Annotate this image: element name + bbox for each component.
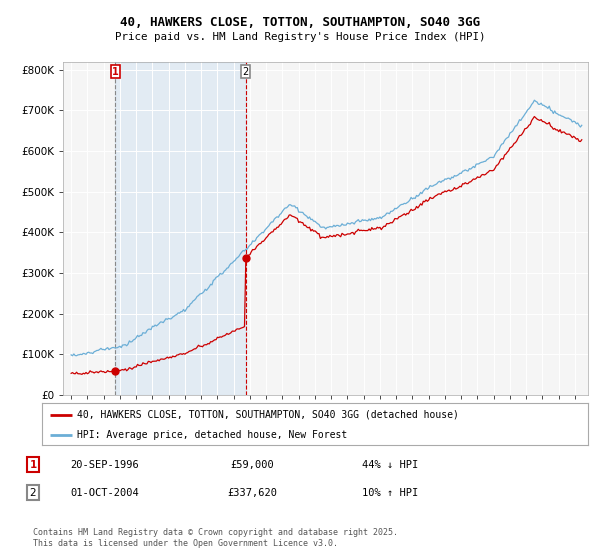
Bar (115, 62, 246, 395)
Text: £59,000: £59,000 (230, 460, 274, 470)
Text: 40, HAWKERS CLOSE, TOTTON, SOUTHAMPTON, SO40 3GG: 40, HAWKERS CLOSE, TOTTON, SOUTHAMPTON, … (120, 16, 480, 29)
Text: 2: 2 (243, 67, 249, 77)
Text: 40, HAWKERS CLOSE, TOTTON, SOUTHAMPTON, SO40 3GG (detached house): 40, HAWKERS CLOSE, TOTTON, SOUTHAMPTON, … (77, 409, 460, 419)
Text: HPI: Average price, detached house, New Forest: HPI: Average price, detached house, New … (77, 430, 348, 440)
Text: 44% ↓ HPI: 44% ↓ HPI (362, 460, 418, 470)
Text: 01-OCT-2004: 01-OCT-2004 (71, 488, 139, 498)
Text: 2: 2 (29, 488, 37, 498)
Text: £337,620: £337,620 (227, 488, 277, 498)
Text: 1: 1 (112, 67, 119, 77)
Text: 20-SEP-1996: 20-SEP-1996 (71, 460, 139, 470)
Text: 1: 1 (29, 460, 37, 470)
Text: Price paid vs. HM Land Registry's House Price Index (HPI): Price paid vs. HM Land Registry's House … (115, 32, 485, 43)
Point (110, 366, 120, 375)
Point (241, 253, 251, 262)
Text: Contains HM Land Registry data © Crown copyright and database right 2025.
This d: Contains HM Land Registry data © Crown c… (33, 528, 398, 548)
Text: 10% ↑ HPI: 10% ↑ HPI (362, 488, 418, 498)
